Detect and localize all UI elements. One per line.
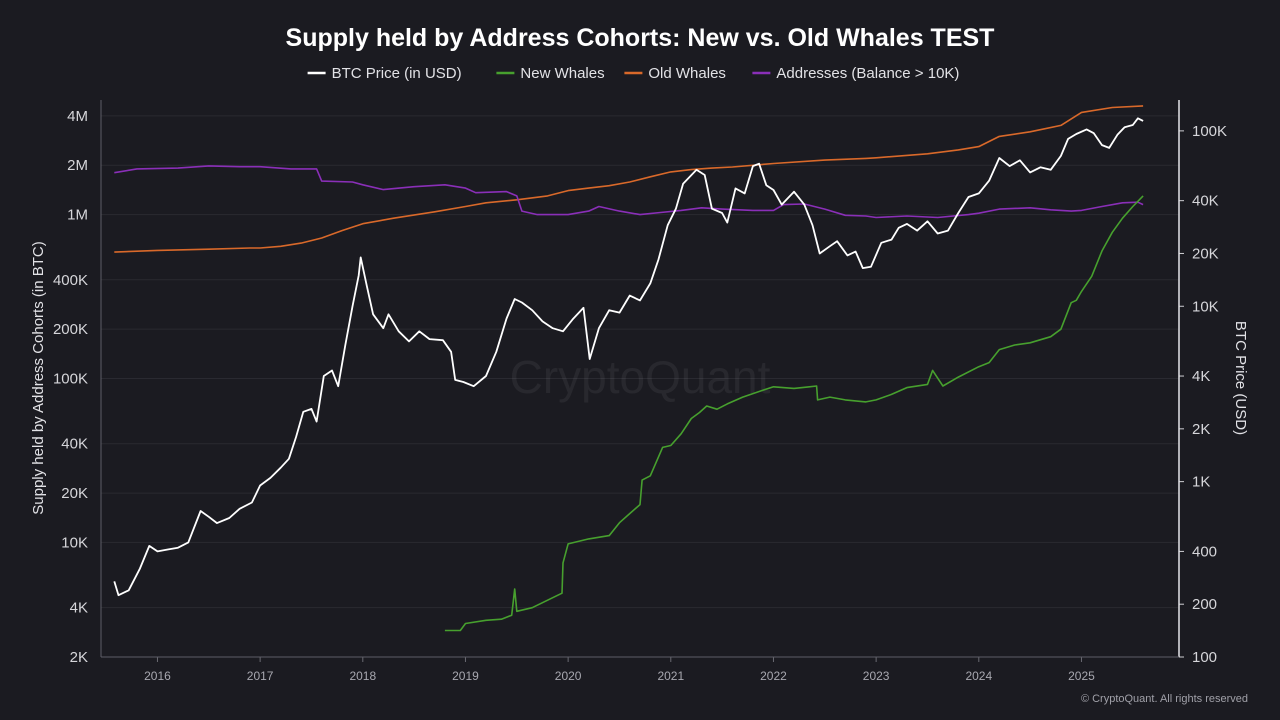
y-right-tick-label: 200 bbox=[1192, 596, 1217, 613]
series-lines bbox=[113, 105, 1144, 632]
y-right-tick-label: 1K bbox=[1192, 474, 1210, 491]
y-left-tick-label: 2M bbox=[67, 157, 88, 174]
y-left-tick-label: 4K bbox=[70, 600, 88, 617]
x-tick-label: 2023 bbox=[863, 669, 890, 683]
y-right-tick-label: 10K bbox=[1192, 298, 1219, 315]
x-tick-label: 2018 bbox=[349, 669, 376, 683]
y-left-tick-label: 4M bbox=[67, 108, 88, 125]
x-tick-label: 2025 bbox=[1068, 669, 1095, 683]
y-left-tick-label: 40K bbox=[61, 436, 88, 453]
gridlines bbox=[101, 115, 1179, 658]
series-line-addresses-balance-10k bbox=[114, 165, 1144, 219]
legend-label: Addresses (Balance > 10K) bbox=[776, 65, 959, 82]
x-tick-label: 2022 bbox=[760, 669, 787, 683]
y-right-tick-label: 400 bbox=[1192, 543, 1217, 560]
y-right-tick-label: 100K bbox=[1192, 123, 1227, 140]
legend: BTC Price (in USD) New Whales Old Whales Ad… bbox=[307, 65, 959, 82]
series-line-old-whales bbox=[114, 105, 1144, 253]
y-right-tick-label: 40K bbox=[1192, 193, 1219, 210]
x-tick-label: 2016 bbox=[144, 669, 171, 683]
y-left-tick-label: 200K bbox=[53, 321, 88, 338]
x-tick-label: 2024 bbox=[965, 669, 992, 683]
chart-title: Supply held by Address Cohorts: New vs. … bbox=[286, 24, 995, 52]
y-right-tick-label: 2K bbox=[1192, 421, 1210, 438]
x-tick-label: 2019 bbox=[452, 669, 479, 683]
series-line-new-whales bbox=[444, 195, 1144, 632]
x-tick-label: 2021 bbox=[657, 669, 684, 683]
legend-item[interactable]: Addresses (Balance > 10K) bbox=[752, 65, 959, 82]
y-left-tick-label: 1M bbox=[67, 207, 88, 224]
series-line-btc-price-in-usd bbox=[113, 117, 1144, 597]
legend-label: New Whales bbox=[520, 65, 604, 82]
legend-label: BTC Price (in USD) bbox=[332, 65, 462, 82]
legend-item[interactable]: BTC Price (in USD) bbox=[307, 65, 462, 82]
y-left-tick-label: 2K bbox=[70, 649, 88, 666]
y-right-tick-label: 20K bbox=[1192, 245, 1219, 262]
credit: © CryptoQuant. All rights reserved bbox=[1081, 693, 1248, 705]
legend-item[interactable]: New Whales bbox=[496, 65, 605, 82]
x-tick-label: 2017 bbox=[247, 669, 274, 683]
y-left-tick-label: 10K bbox=[61, 534, 88, 551]
y-right-tick-label: 100 bbox=[1192, 649, 1217, 666]
legend-label: Old Whales bbox=[648, 65, 726, 82]
y-left-tick-label: 20K bbox=[61, 485, 88, 502]
y-left-axis-title: Supply held by Address Cohorts (in BTC) bbox=[30, 241, 47, 514]
watermark: CryptoQuant bbox=[510, 351, 771, 403]
y-right-axis-title: BTC Price (USD) bbox=[1232, 321, 1249, 435]
legend-item[interactable]: Old Whales bbox=[624, 65, 726, 82]
axes: 2K 4K 10K 20K 40K 100K 200K 400K 1M 2M 4M 100 200 400… bbox=[53, 100, 1227, 683]
x-tick-label: 2020 bbox=[555, 669, 582, 683]
y-left-tick-label: 100K bbox=[53, 371, 88, 388]
y-left-tick-label: 400K bbox=[53, 272, 88, 289]
y-right-tick-label: 4K bbox=[1192, 368, 1210, 385]
